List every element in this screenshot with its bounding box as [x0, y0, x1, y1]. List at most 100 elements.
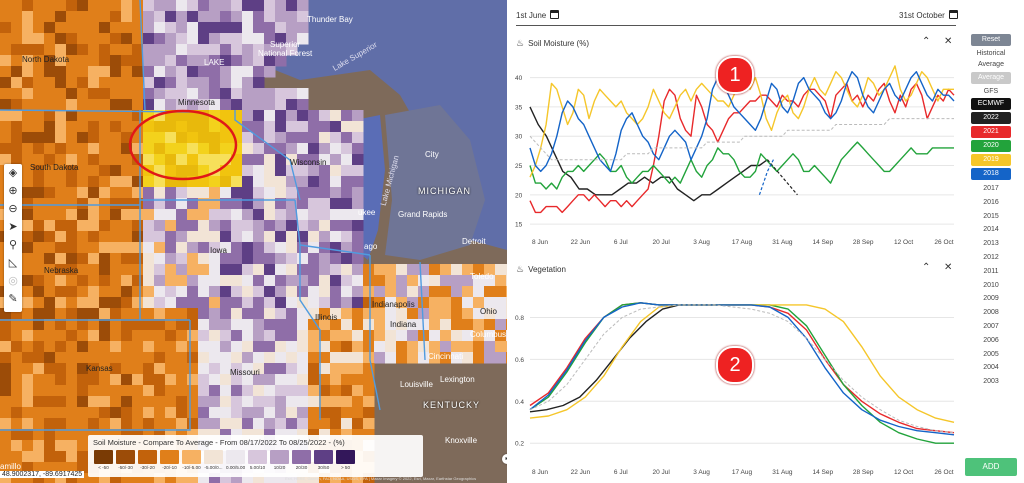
- soil-collapse-icon[interactable]: ⌃: [922, 36, 931, 47]
- year-toggle-2016[interactable]: 2016: [983, 198, 999, 206]
- year-toggle-2005[interactable]: 2005: [983, 350, 999, 358]
- map-label-thunder-bay: Thunder Bay: [307, 15, 353, 24]
- search-icon[interactable]: ⚲: [8, 239, 18, 251]
- layers-icon[interactable]: ◈: [8, 167, 18, 179]
- veg-collapse-icon[interactable]: ⌃: [922, 262, 931, 273]
- map-county-cell: [242, 374, 254, 386]
- year-toggle-2019[interactable]: 2019: [971, 154, 1011, 166]
- start-calendar-icon[interactable]: [550, 10, 559, 19]
- map-county-cell: [198, 385, 210, 397]
- year-toggle-2014[interactable]: 2014: [983, 226, 999, 234]
- end-date[interactable]: 31st October: [899, 11, 945, 20]
- map-county-cell: [451, 308, 463, 320]
- soil-close-icon[interactable]: ✕: [944, 36, 953, 47]
- locate-icon[interactable]: ◎: [8, 275, 18, 287]
- map-county-cell: [242, 341, 254, 353]
- map-county-cell: [154, 275, 166, 287]
- veg-close-icon[interactable]: ✕: [944, 262, 953, 273]
- map-county-cell: [308, 297, 320, 309]
- map-county-cell: [132, 418, 144, 430]
- map-county-cell: [297, 264, 309, 276]
- year-toggle-2003[interactable]: 2003: [983, 378, 999, 386]
- map-county-cell: [275, 330, 287, 342]
- map-county-cell: [0, 99, 12, 111]
- map-county-cell: [352, 473, 364, 483]
- end-calendar-icon[interactable]: [949, 10, 958, 19]
- gfs-option[interactable]: GFS: [983, 88, 999, 95]
- average-button[interactable]: Average: [971, 72, 1011, 84]
- map-county-cell: [165, 198, 177, 210]
- map-county-cell: [385, 330, 397, 342]
- series-line-2022-forecast: [766, 159, 798, 196]
- map-county-cell: [319, 220, 331, 232]
- map-county-cell: [55, 275, 67, 287]
- map-county-cell: [264, 99, 276, 111]
- year-toggle-2006[interactable]: 2006: [983, 336, 999, 344]
- map-county-cell: [143, 198, 155, 210]
- map-county-cell: [99, 176, 111, 188]
- year-toggle-2013[interactable]: 2013: [983, 240, 999, 248]
- map-view[interactable]: Thunder Bay Superior National Forest Lak…: [0, 0, 507, 483]
- reset-button[interactable]: Reset: [971, 34, 1011, 46]
- map-county-cell: [132, 88, 144, 100]
- map-county-cell: [88, 22, 100, 34]
- year-toggle-2015[interactable]: 2015: [983, 212, 999, 220]
- year-toggle-2021[interactable]: 2021: [971, 126, 1011, 138]
- zoom-out-icon[interactable]: ⊖: [8, 203, 18, 215]
- year-toggle-2011[interactable]: 2011: [983, 267, 999, 275]
- year-toggle-2008[interactable]: 2008: [983, 309, 999, 317]
- map-county-cell: [55, 165, 67, 177]
- year-toggle-2009[interactable]: 2009: [983, 295, 999, 303]
- map-county-cell: [220, 132, 232, 144]
- map-county-cell: [165, 418, 177, 430]
- map-county-cell: [33, 451, 45, 463]
- map-county-cell: [275, 88, 287, 100]
- map-county-cell: [220, 66, 232, 78]
- ruler-icon[interactable]: ◺: [8, 257, 18, 269]
- map-county-cell: [451, 264, 463, 276]
- map-county-cell: [88, 143, 100, 155]
- draw-icon[interactable]: ✎: [8, 293, 18, 305]
- year-toggle-2020[interactable]: 2020: [971, 140, 1011, 152]
- map-county-cell: [143, 297, 155, 309]
- map-county-cell: [0, 341, 12, 353]
- map-label-lake: LAKE: [204, 58, 225, 67]
- map-county-cell: [264, 363, 276, 375]
- year-toggle-2018[interactable]: 2018: [971, 168, 1011, 180]
- map-county-cell: [231, 22, 243, 34]
- year-toggle-2010[interactable]: 2010: [983, 281, 999, 289]
- year-toggle-2017[interactable]: 2017: [983, 185, 999, 192]
- start-date[interactable]: 1st June: [516, 11, 547, 20]
- legend-swatch-label: 30/50: [317, 465, 330, 470]
- collapse-panel-button[interactable]: ▸: [502, 454, 507, 464]
- year-toggle-2007[interactable]: 2007: [983, 322, 999, 330]
- map-county-cell: [209, 99, 221, 111]
- map-county-cell: [33, 429, 45, 441]
- map-county-cell: [429, 341, 441, 353]
- map-county-cell: [132, 429, 144, 441]
- map-county-cell: [286, 253, 298, 265]
- map-county-cell: [165, 176, 177, 188]
- ecmwf-button[interactable]: ECMWF: [971, 98, 1011, 110]
- map-county-cell: [22, 176, 34, 188]
- zoom-in-icon[interactable]: ⊕: [8, 185, 18, 197]
- year-toggle-2012[interactable]: 2012: [983, 253, 999, 261]
- map-county-cell: [209, 275, 221, 287]
- year-toggle-2022[interactable]: 2022: [971, 112, 1011, 124]
- year-toggle-2004[interactable]: 2004: [983, 364, 999, 372]
- date-range-slider[interactable]: [516, 25, 956, 26]
- map-county-cell: [66, 11, 78, 23]
- map-county-cell: [88, 242, 100, 254]
- navigate-icon[interactable]: ➤: [8, 221, 18, 233]
- map-county-cell: [44, 0, 56, 12]
- map-county-cell: [231, 121, 243, 133]
- map-county-cell: [462, 352, 474, 364]
- map-county-cell: [77, 143, 89, 155]
- map-county-cell: [88, 198, 100, 210]
- map-canvas[interactable]: [0, 0, 507, 483]
- map-county-cell: [88, 330, 100, 342]
- add-button[interactable]: ADD: [965, 458, 1017, 476]
- map-county-cell: [297, 187, 309, 199]
- map-label-cincinnati: Cincinnati: [428, 352, 464, 361]
- map-county-cell: [264, 286, 276, 298]
